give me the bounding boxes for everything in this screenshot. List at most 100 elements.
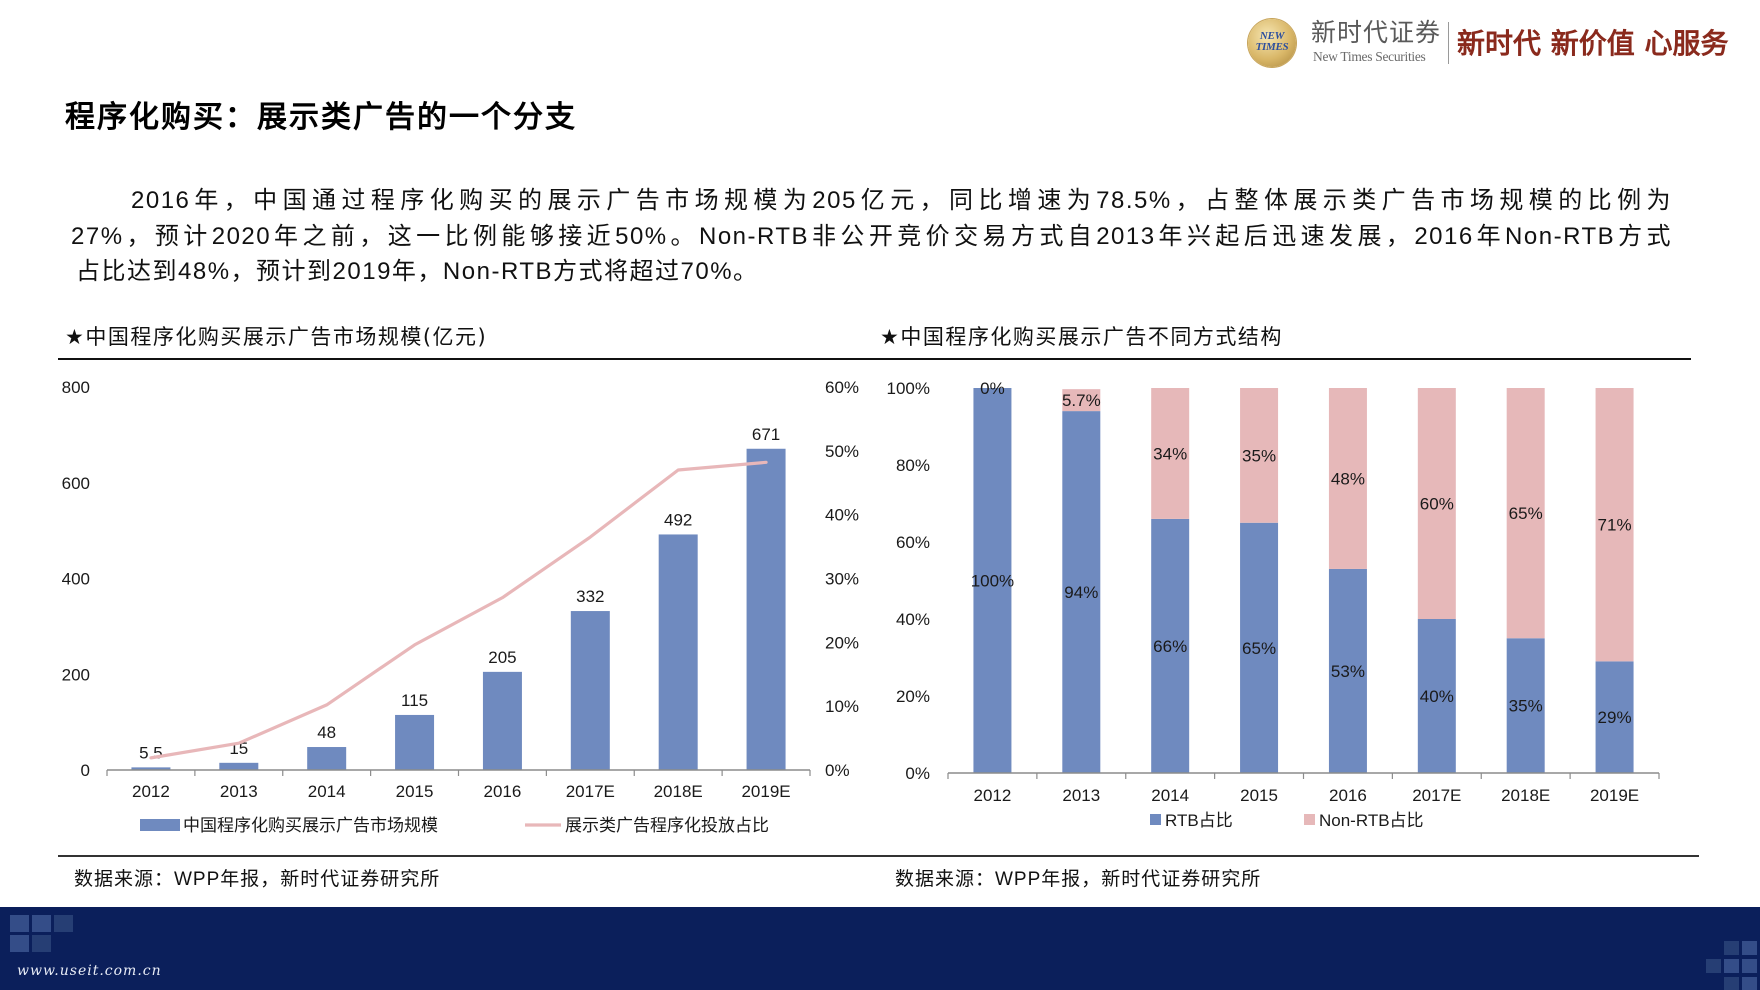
right-chart-source: 数据来源：WPP年报，新时代证券研究所 (895, 869, 1262, 890)
summary-line: 2016年，中国通过程序化购买的展示广告市场规模为205亿元，同比增速为78.5… (131, 187, 1672, 214)
brand-name-cn: 新时代证券 (1311, 18, 1442, 47)
left-chart-title: ★中国程序化购买展示广告市场规模(亿元) (65, 325, 488, 349)
market-size-bar (395, 714, 435, 770)
rtb-value-label: 35% (1509, 697, 1543, 716)
footer-band (0, 907, 1760, 990)
non-rtb-bar-segment (1595, 388, 1634, 662)
footer-decor-square (10, 935, 29, 952)
bar-value-label: 115 (401, 691, 428, 710)
y-axis-tick-label: 200 (62, 665, 90, 684)
rtb-value-label: 94% (1064, 583, 1098, 602)
market-size-bar (746, 448, 786, 770)
y2-axis-tick-label: 40% (825, 506, 859, 525)
x-axis-category-label: 2019E (741, 782, 790, 801)
market-size-bar (219, 762, 259, 770)
rtb-value-label: 40% (1420, 687, 1454, 706)
slide-title: 程序化购买：展示类广告的一个分支 (65, 100, 577, 135)
market-size-bar (307, 747, 347, 770)
bar-value-label: 5.5 (139, 743, 163, 762)
y-axis-tick-label: 0% (905, 764, 930, 783)
footer-decor-square (1706, 959, 1721, 973)
y2-axis-tick-label: 0% (825, 761, 850, 780)
rtb-value-label: 29% (1598, 708, 1632, 727)
footer-decor-square (54, 915, 73, 932)
y-axis-tick-label: 80% (896, 456, 930, 475)
legend-bar-swatch (140, 819, 180, 831)
y-axis-tick-label: 100% (887, 379, 930, 398)
x-axis-category-label: 2015 (1240, 786, 1278, 805)
x-axis-category-label: 2017E (566, 782, 615, 801)
rtb-bar-segment (1062, 411, 1101, 773)
x-axis-category-label: 2014 (1151, 786, 1189, 805)
watermark-url: www.useit.com.cn (17, 963, 162, 979)
y2-axis-tick-label: 10% (825, 697, 859, 716)
rtb-bar-segment (1417, 619, 1456, 773)
y2-axis-tick-label: 30% (825, 570, 859, 589)
x-axis-category-label: 2012 (974, 786, 1012, 805)
footer-decor-square (1742, 977, 1757, 990)
legend-label: 中国程序化购买展示广告市场规模 (183, 816, 438, 835)
x-axis-category-label: 2013 (1062, 786, 1100, 805)
footer-decor-square (1724, 977, 1739, 990)
non-rtb-bar-segment (1417, 388, 1456, 619)
trading-mode-structure-chart: 0% 20% 40% 60% 80% 100% 100% 0% 94% 5.7% 66% 34% 65%… (887, 379, 1660, 830)
rtb-bar-segment (1240, 522, 1279, 773)
footer-decor-square (1742, 959, 1757, 973)
rtb-value-label: 65% (1242, 639, 1276, 658)
y2-axis-tick-label: 20% (825, 633, 859, 652)
footer-decor-square (10, 915, 29, 932)
y-axis-tick-label: 40% (896, 610, 930, 629)
market-size-bar (482, 671, 522, 770)
legend-label: RTB占比 (1165, 811, 1233, 830)
footer-decor-square (1742, 941, 1757, 955)
rtb-bar-segment (1595, 661, 1634, 773)
rtb-value-label: 53% (1331, 662, 1365, 681)
chart-title-rule (58, 358, 1691, 360)
x-axis-category-label: 2018E (654, 782, 703, 801)
y-axis-tick-label: 400 (62, 570, 90, 589)
x-axis-category-label: 2017E (1412, 786, 1461, 805)
x-axis-category-label: 2016 (484, 782, 522, 801)
x-axis-category-label: 2012 (132, 782, 170, 801)
bar-value-label: 332 (576, 587, 604, 606)
new-times-logo-icon: NEW TIMES (1248, 19, 1296, 67)
non-rtb-value-label: 0% (980, 379, 1005, 398)
y-axis-tick-label: 60% (896, 533, 930, 552)
brand-slogan: 新时代 新价值 心服务 (1457, 27, 1729, 60)
footer-decor-square (32, 915, 51, 932)
non-rtb-bar-segment (1151, 388, 1190, 519)
y-axis-tick-label: 20% (896, 687, 930, 706)
bar-value-label: 48 (317, 723, 336, 742)
rtb-bar-segment (1151, 518, 1190, 773)
x-axis-category-label: 2016 (1329, 786, 1367, 805)
bar-value-label: 671 (752, 425, 780, 444)
footer-decor-square (32, 935, 51, 952)
non-rtb-value-label: 60% (1420, 495, 1454, 514)
market-size-bar (570, 611, 610, 770)
rtb-bar-segment (1506, 638, 1545, 773)
brand-name-en: New Times Securities (1313, 49, 1426, 64)
summary-line: 占比达到48%，预计到2019年，Non-RTB方式将超过70%。 (76, 258, 759, 285)
brand-divider (1448, 22, 1449, 64)
legend-rtb-swatch (1150, 814, 1161, 825)
rtb-value-label: 100% (971, 572, 1014, 591)
rtb-bar-segment (1328, 568, 1367, 773)
non-rtb-bar-segment (1240, 388, 1279, 523)
bar-value-label: 205 (488, 648, 516, 667)
y2-axis-tick-label: 60% (825, 378, 859, 397)
legend-label: Non-RTB占比 (1319, 811, 1424, 830)
legend-label: 展示类广告程序化投放占比 (565, 816, 769, 835)
share-series-line (149, 460, 768, 760)
y-axis-tick-label: 800 (62, 378, 90, 397)
market-size-bar (658, 534, 698, 770)
bar-value-label: 492 (664, 510, 692, 529)
footer-decor-square (1724, 959, 1739, 973)
footer-decor-square (1724, 941, 1739, 955)
market-size-bar (131, 767, 171, 770)
x-axis-category-label: 2019E (1590, 786, 1639, 805)
x-axis-category-label: 2018E (1501, 786, 1550, 805)
y-axis-tick-label: 0 (81, 761, 90, 780)
right-chart-title: ★中国程序化购买展示广告不同方式结构 (880, 325, 1283, 349)
y-axis-tick-label: 600 (62, 474, 90, 493)
